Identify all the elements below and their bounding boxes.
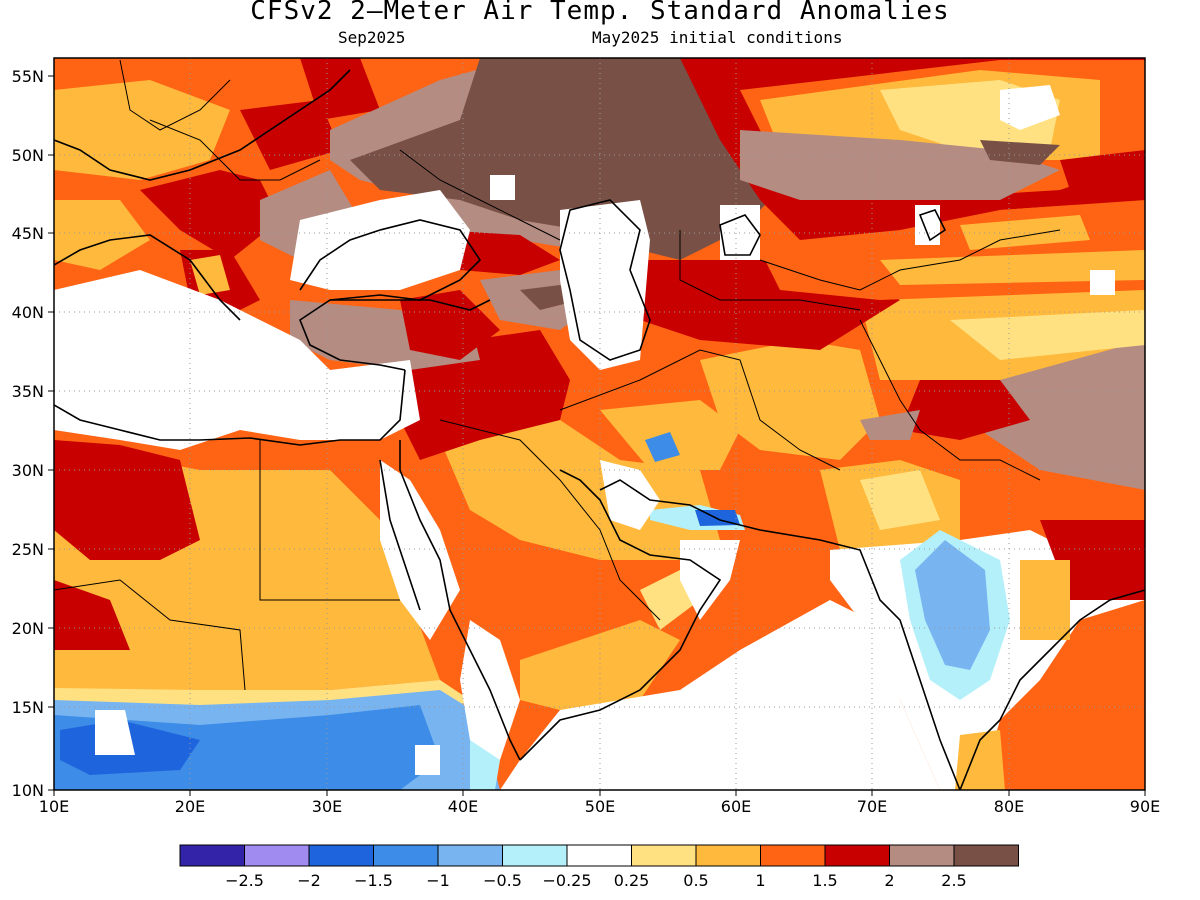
colorbar-label: 0.25	[614, 871, 650, 890]
initial-conditions: May2025 initial conditions	[592, 28, 843, 47]
colorbar-label: −2	[297, 871, 321, 890]
anomaly-field	[54, 58, 1145, 790]
colorbar-label: −0.25	[542, 871, 591, 890]
lat-label: 40N	[12, 303, 44, 322]
coastlines	[54, 69, 1145, 790]
colorbar-swatch	[308, 844, 374, 867]
map-title: CFSv2 2–Meter Air Temp. Standard Anomali…	[250, 0, 950, 26]
colorbar: −2.5 −2 −1.5 −1 −0.5 −0.25 0.25 0.5 1 1.5 2 2.5	[179, 844, 1019, 890]
colorbar-swatch	[760, 844, 826, 867]
colorbar-label: 2	[884, 871, 894, 890]
longitude-labels: 10E 20E 30E 40E 50E 60E 70E 80E 90E	[39, 797, 1160, 816]
lon-label: 50E	[585, 797, 615, 816]
colorbar-swatch	[889, 844, 955, 867]
colorbar-label: 2.5	[941, 871, 966, 890]
lat-label: 50N	[12, 146, 44, 165]
colorbar-label: −0.5	[483, 871, 522, 890]
lat-label: 15N	[12, 698, 44, 717]
lat-label: 55N	[12, 67, 44, 86]
colorbar-swatch	[566, 844, 632, 867]
colorbar-swatch	[953, 844, 1019, 867]
borders	[54, 59, 1061, 691]
lat-label: 10N	[12, 781, 44, 800]
lat-label: 20N	[12, 619, 44, 638]
colorbar-swatch	[695, 844, 761, 867]
lon-label: 10E	[39, 797, 69, 816]
colorbar-label: 0.5	[683, 871, 708, 890]
lat-label: 45N	[12, 224, 44, 243]
lon-label: 90E	[1130, 797, 1160, 816]
lon-label: 60E	[721, 797, 751, 816]
colorbar-swatch	[244, 844, 310, 867]
lat-label: 30N	[12, 461, 44, 480]
lat-label: 25N	[12, 540, 44, 559]
colorbar-label: −2.5	[225, 871, 264, 890]
lon-label: 30E	[312, 797, 342, 816]
lon-label: 70E	[857, 797, 887, 816]
forecast-month: Sep2025	[338, 28, 406, 47]
latitude-labels: 55N 50N 45N 40N 35N 30N 25N 20N 15N 10N	[12, 67, 44, 800]
colorbar-label: 1	[755, 871, 765, 890]
lon-label: 80E	[994, 797, 1024, 816]
colorbar-label: −1.5	[354, 871, 393, 890]
colorbar-swatch	[373, 844, 439, 867]
colorbar-label: 1.5	[812, 871, 837, 890]
colorbar-swatch	[631, 844, 697, 867]
axis-ticks	[48, 75, 1146, 796]
colorbar-label: −1	[426, 871, 450, 890]
lat-label: 35N	[12, 382, 44, 401]
graticule	[54, 58, 1145, 790]
lon-label: 20E	[175, 797, 205, 816]
colorbar-swatch	[502, 844, 568, 867]
lon-label: 40E	[448, 797, 478, 816]
colorbar-swatch	[437, 844, 503, 867]
colorbar-swatch	[824, 844, 890, 867]
colorbar-swatch	[179, 844, 245, 867]
